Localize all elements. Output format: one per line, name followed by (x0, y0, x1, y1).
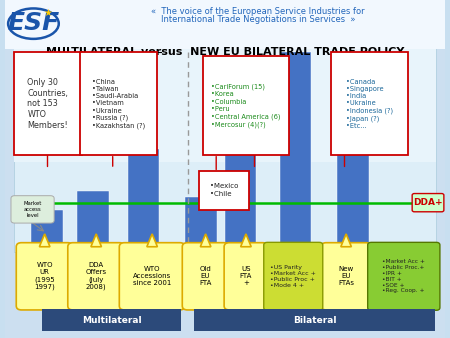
Polygon shape (40, 234, 50, 247)
FancyBboxPatch shape (5, 0, 445, 338)
FancyBboxPatch shape (5, 0, 445, 49)
Text: WTO
Accessions
since 2001: WTO Accessions since 2001 (133, 266, 171, 286)
Text: DDA
Offers
(July
2008): DDA Offers (July 2008) (86, 262, 107, 290)
Text: International Trade Negotiations in Services  »: International Trade Negotiations in Serv… (161, 15, 356, 24)
Text: WTO
UR
(1995
1997): WTO UR (1995 1997) (34, 262, 55, 290)
Polygon shape (241, 234, 251, 247)
FancyBboxPatch shape (337, 87, 369, 245)
FancyBboxPatch shape (224, 243, 268, 310)
FancyBboxPatch shape (77, 191, 109, 245)
Text: •China
•Taiwan
•Saudi-Arabia
•Vietnam
•Ukraine
•Russia (?)
•Kazakhstan (?): •China •Taiwan •Saudi-Arabia •Vietnam •U… (92, 79, 145, 129)
FancyBboxPatch shape (68, 243, 125, 310)
FancyBboxPatch shape (279, 52, 311, 245)
FancyBboxPatch shape (203, 56, 289, 155)
FancyBboxPatch shape (321, 243, 371, 310)
FancyBboxPatch shape (11, 196, 54, 223)
Text: Only 30
Countries,
not 153
WTO
Members!: Only 30 Countries, not 153 WTO Members! (27, 78, 68, 130)
Text: •CariForum (15)
•Korea
•Columbia
•Peru
•Central America (6)
•Mercosur (4)(?): •CariForum (15) •Korea •Columbia •Peru •… (211, 84, 281, 127)
FancyBboxPatch shape (198, 171, 249, 210)
FancyBboxPatch shape (331, 52, 408, 155)
Polygon shape (147, 234, 158, 247)
Text: US
FTA
+: US FTA + (240, 266, 252, 286)
Text: •Mexico
•Chile: •Mexico •Chile (210, 184, 238, 197)
FancyBboxPatch shape (80, 52, 157, 155)
Text: DDA+: DDA+ (413, 198, 443, 207)
Text: •US Parity
•Market Acc +
•Public Proc +
•Mode 4 +: •US Parity •Market Acc + •Public Proc + … (270, 265, 316, 288)
Text: ESF: ESF (7, 10, 59, 35)
Text: Multilateral: Multilateral (82, 316, 141, 325)
FancyBboxPatch shape (14, 49, 436, 252)
FancyBboxPatch shape (16, 243, 73, 310)
FancyBboxPatch shape (412, 194, 444, 212)
Text: Old
EU
FTA: Old EU FTA (199, 266, 212, 286)
Text: New
EU
FTAs: New EU FTAs (338, 266, 354, 286)
Text: •Canada
•Singapore
•India
•Ukraine
•Indonesia (?)
•Japan (?)
•Etc...: •Canada •Singapore •India •Ukraine •Indo… (346, 79, 393, 129)
Text: Market
access
level: Market access level (23, 201, 42, 218)
FancyBboxPatch shape (264, 242, 323, 310)
Polygon shape (341, 234, 351, 247)
FancyBboxPatch shape (119, 243, 185, 310)
FancyBboxPatch shape (368, 242, 440, 310)
Text: •Market Acc +
•Public Proc.+
•IPR +
•BIT +
•SOE +
•Reg. Coop. +: •Market Acc + •Public Proc.+ •IPR + •BIT… (382, 259, 425, 293)
FancyBboxPatch shape (31, 210, 63, 245)
Polygon shape (200, 234, 211, 247)
Polygon shape (91, 234, 101, 247)
Text: ★: ★ (44, 7, 52, 18)
Text: Bilateral: Bilateral (293, 316, 337, 325)
FancyBboxPatch shape (182, 243, 229, 310)
Text: «  The voice of the European Service Industries for: « The voice of the European Service Indu… (151, 7, 365, 16)
FancyBboxPatch shape (14, 49, 436, 162)
FancyBboxPatch shape (194, 309, 436, 331)
FancyBboxPatch shape (42, 309, 181, 331)
FancyBboxPatch shape (185, 197, 216, 245)
FancyBboxPatch shape (225, 114, 256, 245)
Text: MULTILATERAL versus  NEW EU BILATERAL TRADE POLICY: MULTILATERAL versus NEW EU BILATERAL TRA… (46, 47, 404, 57)
FancyBboxPatch shape (128, 149, 159, 245)
FancyBboxPatch shape (14, 52, 82, 155)
